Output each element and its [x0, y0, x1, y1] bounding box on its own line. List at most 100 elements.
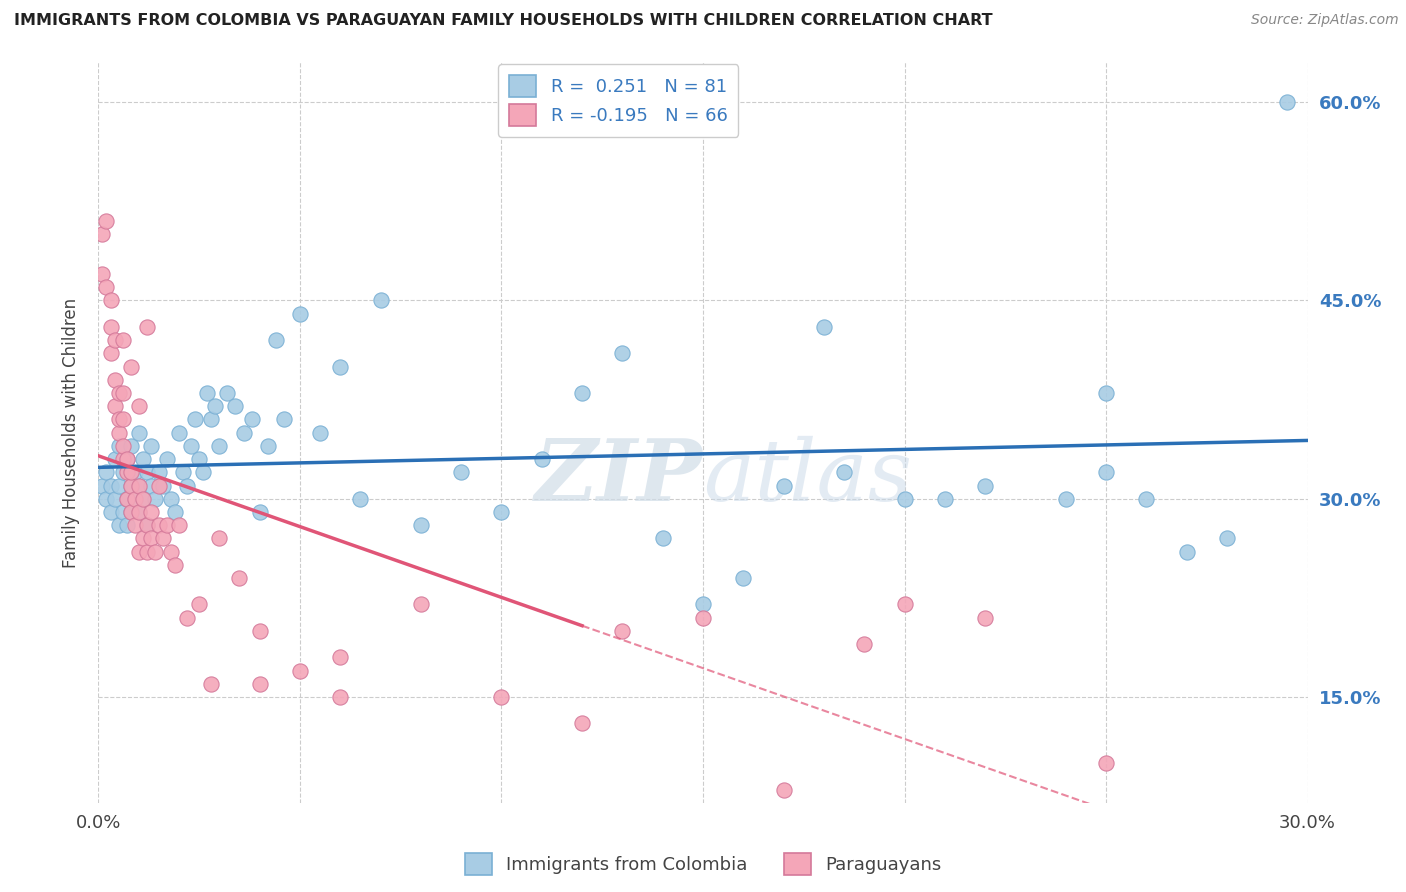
Point: [163, 505, 186, 519]
Point: [107, 412, 129, 426]
Point: [349, 491, 371, 506]
Point: [128, 425, 150, 440]
Point: [329, 650, 352, 665]
Text: IMMIGRANTS FROM COLOMBIA VS PARAGUAYAN FAMILY HOUSEHOLDS WITH CHILDREN CORRELATI: IMMIGRANTS FROM COLOMBIA VS PARAGUAYAN F…: [14, 13, 993, 29]
Point: [120, 439, 142, 453]
Point: [139, 478, 162, 492]
Point: [96, 465, 118, 479]
Point: [107, 518, 129, 533]
Point: [772, 478, 794, 492]
Point: [692, 611, 714, 625]
Point: [135, 518, 157, 533]
Point: [934, 491, 956, 506]
Point: [651, 532, 673, 546]
Point: [329, 690, 352, 704]
Point: [128, 478, 150, 492]
Point: [103, 491, 125, 506]
Point: [200, 677, 222, 691]
Point: [120, 478, 142, 492]
Point: [139, 505, 162, 519]
Point: [128, 505, 150, 519]
Point: [249, 677, 271, 691]
Point: [176, 478, 198, 492]
Point: [139, 532, 162, 546]
Point: [571, 386, 593, 401]
Point: [135, 465, 157, 479]
Point: [111, 465, 134, 479]
Point: [107, 386, 129, 401]
Point: [224, 399, 246, 413]
Point: [135, 319, 157, 334]
Point: [156, 518, 179, 533]
Point: [409, 518, 432, 533]
Point: [107, 425, 129, 440]
Point: [772, 782, 794, 797]
Point: [103, 452, 125, 467]
Point: [974, 478, 997, 492]
Point: [132, 532, 155, 546]
Point: [124, 491, 146, 506]
Point: [100, 505, 122, 519]
Point: [128, 399, 150, 413]
Point: [128, 478, 150, 492]
Point: [115, 452, 138, 467]
Point: [160, 544, 183, 558]
Point: [124, 518, 146, 533]
Point: [152, 532, 174, 546]
Point: [200, 412, 222, 426]
Point: [128, 505, 150, 519]
Point: [329, 359, 352, 374]
Point: [612, 624, 634, 638]
Point: [832, 465, 855, 479]
Text: atlas: atlas: [703, 435, 912, 518]
Point: [111, 333, 134, 347]
Point: [195, 386, 218, 401]
Point: [100, 478, 122, 492]
Point: [120, 465, 142, 479]
Point: [120, 478, 142, 492]
Point: [91, 227, 114, 242]
Point: [530, 452, 553, 467]
Point: [103, 333, 125, 347]
Point: [208, 532, 231, 546]
Point: [491, 690, 513, 704]
Point: [115, 518, 138, 533]
Point: [100, 293, 122, 308]
Point: [491, 505, 513, 519]
Point: [115, 452, 138, 467]
Point: [120, 505, 142, 519]
Point: [172, 465, 194, 479]
Point: [103, 373, 125, 387]
Text: Source: ZipAtlas.com: Source: ZipAtlas.com: [1251, 13, 1399, 28]
Point: [1095, 756, 1118, 771]
Point: [111, 412, 134, 426]
Point: [132, 491, 155, 506]
Point: [409, 598, 432, 612]
Point: [148, 478, 170, 492]
Point: [571, 716, 593, 731]
Point: [853, 637, 876, 651]
Point: [111, 505, 134, 519]
Point: [96, 491, 118, 506]
Point: [1135, 491, 1157, 506]
Point: [148, 465, 170, 479]
Point: [167, 425, 190, 440]
Point: [1095, 465, 1118, 479]
Point: [1175, 544, 1198, 558]
Point: [135, 518, 157, 533]
Point: [1095, 386, 1118, 401]
Point: [107, 439, 129, 453]
Point: [132, 452, 155, 467]
Point: [217, 386, 239, 401]
Point: [120, 505, 142, 519]
Point: [1277, 95, 1299, 109]
Point: [180, 439, 202, 453]
Point: [813, 319, 835, 334]
Point: [148, 518, 170, 533]
Point: [124, 491, 146, 506]
Point: [249, 624, 271, 638]
Point: [1054, 491, 1077, 506]
Point: [91, 267, 114, 281]
Point: [893, 598, 915, 612]
Point: [612, 346, 634, 360]
